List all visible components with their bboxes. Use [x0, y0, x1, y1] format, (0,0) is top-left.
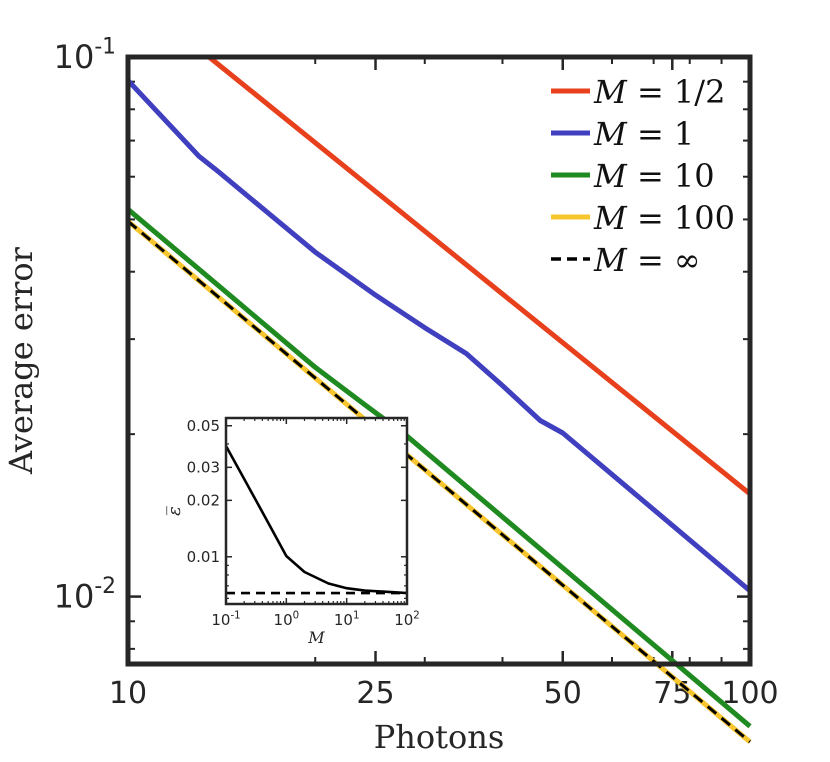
tick-label-base: 10 — [54, 578, 95, 616]
legend-variable: M — [593, 241, 628, 279]
inset-y-tick-label: 0.05 — [187, 417, 220, 435]
legend-variable: M — [593, 73, 628, 111]
inset-x-tick-label: 100 — [274, 610, 300, 629]
inset-y-axis-label: ε̅ — [164, 506, 185, 516]
tick-label-base: 10 — [394, 611, 413, 629]
tick-label-base: 10 — [54, 38, 95, 76]
legend-entry: M = 100 — [593, 199, 735, 237]
inset-series-line — [224, 445, 408, 595]
inset-x-tick-label: 10-1 — [211, 610, 240, 629]
tick-label-exponent: 1 — [353, 610, 359, 621]
tick-label-exponent: 0 — [293, 610, 299, 621]
legend-value: = 10 — [627, 157, 715, 195]
inset-y-tick-label: 0.01 — [187, 548, 220, 566]
inset-y-tick-label: 0.03 — [187, 458, 220, 476]
tick-label-base: 10 — [274, 611, 293, 629]
x-tick-label: 10 — [109, 676, 147, 711]
legend-entry: M = ∞ — [593, 241, 701, 279]
tick-label-exponent: -1 — [230, 610, 240, 621]
legend-value: = 1 — [627, 115, 695, 153]
series-line — [126, 78, 752, 593]
inset-y-tick-label: 0.02 — [187, 491, 220, 509]
x-axis-label: Photons — [374, 718, 505, 756]
x-tick-label: 50 — [544, 676, 582, 711]
legend-entry: M = 1/2 — [593, 73, 725, 111]
inset-x-tick-label: 101 — [334, 610, 360, 629]
tick-label-exponent: -1 — [94, 35, 116, 60]
inset-frame — [224, 416, 409, 606]
legend-variable: M — [593, 157, 628, 195]
legend-value: = 1/2 — [627, 73, 726, 111]
inset-x-tick-label: 102 — [394, 610, 420, 629]
y-axis-label: Average error — [2, 246, 40, 475]
series-line — [207, 55, 752, 496]
legend-variable: M — [593, 115, 628, 153]
y-tick-label: 10-2 — [54, 574, 116, 615]
legend-entry: M = 1 — [593, 115, 694, 153]
series-line — [126, 207, 752, 729]
tick-label-exponent: 2 — [413, 610, 419, 621]
tick-label-base: 10 — [334, 611, 353, 629]
legend-value: = 100 — [627, 199, 735, 237]
legend-value: = ∞ — [627, 241, 701, 279]
inset-x-axis-label: M — [307, 628, 325, 647]
legend-entry: M = 10 — [593, 157, 715, 195]
y-tick-label: 10-1 — [54, 35, 116, 76]
x-tick-label: 100 — [721, 676, 778, 711]
tick-label-exponent: -2 — [94, 574, 116, 599]
x-tick-label: 75 — [653, 676, 691, 711]
tick-label-base: 10 — [211, 611, 230, 629]
x-tick-label: 25 — [356, 676, 394, 711]
series-line — [127, 220, 751, 744]
plot-frame — [125, 54, 753, 667]
legend-variable: M — [593, 199, 628, 237]
inset-area — [226, 418, 407, 604]
